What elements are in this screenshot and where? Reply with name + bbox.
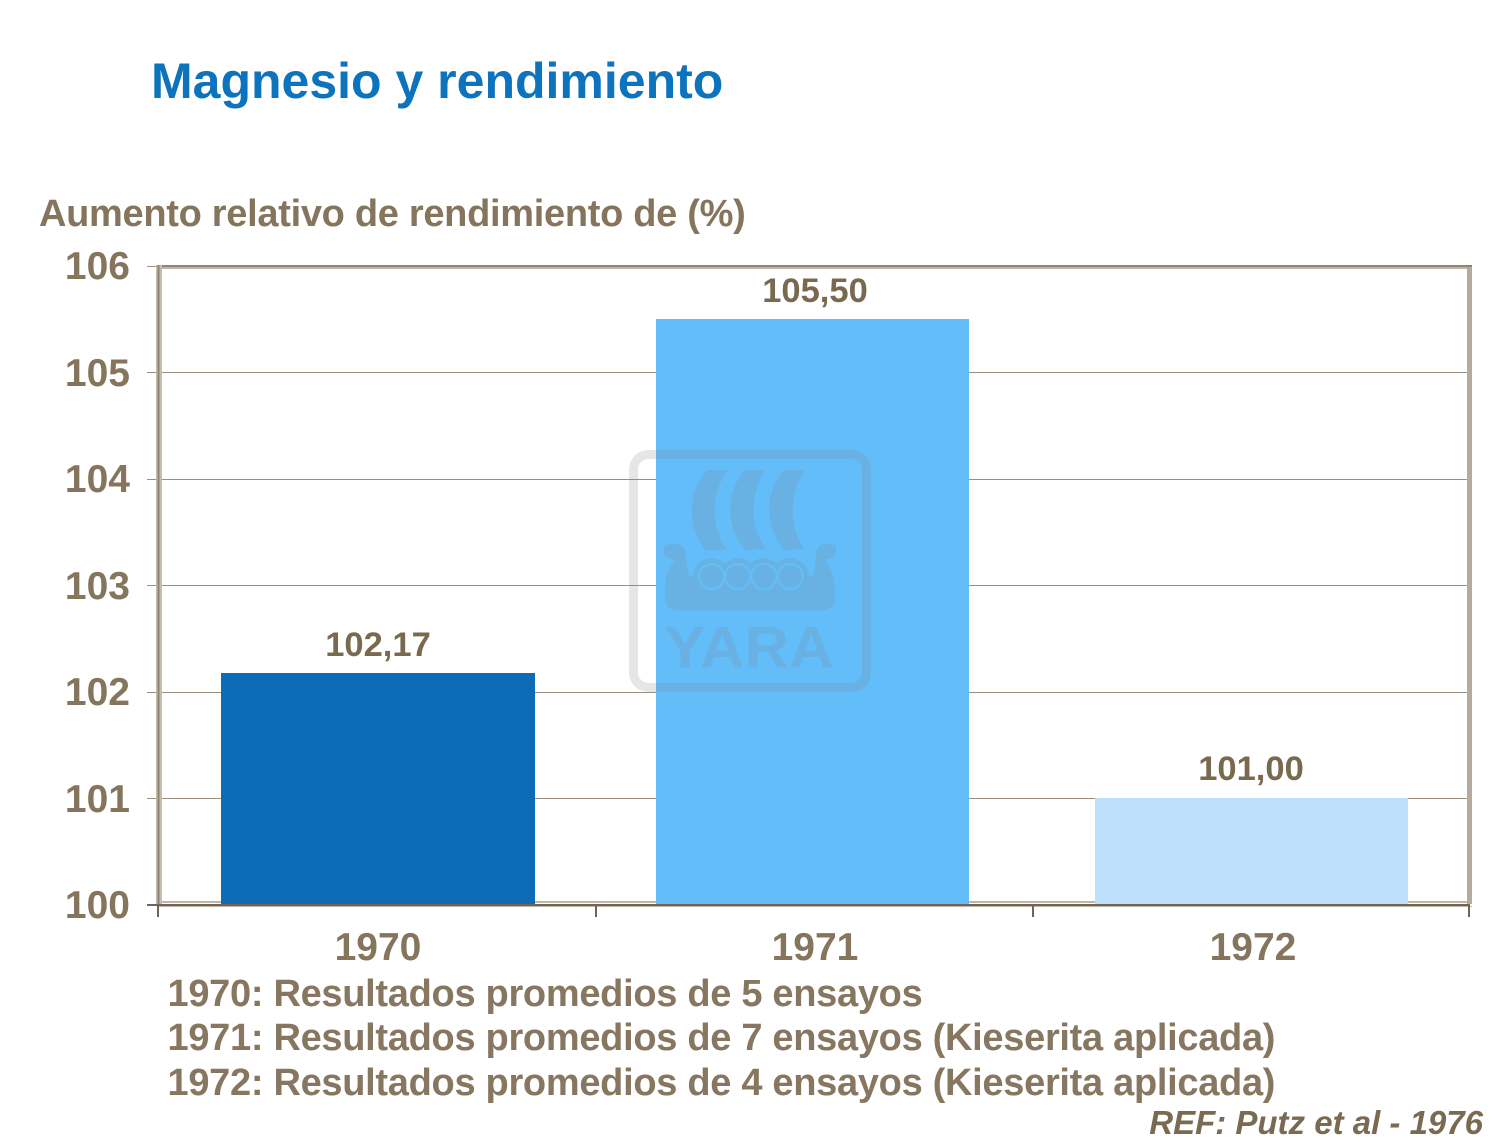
- svg-text:YARA: YARA: [665, 616, 834, 681]
